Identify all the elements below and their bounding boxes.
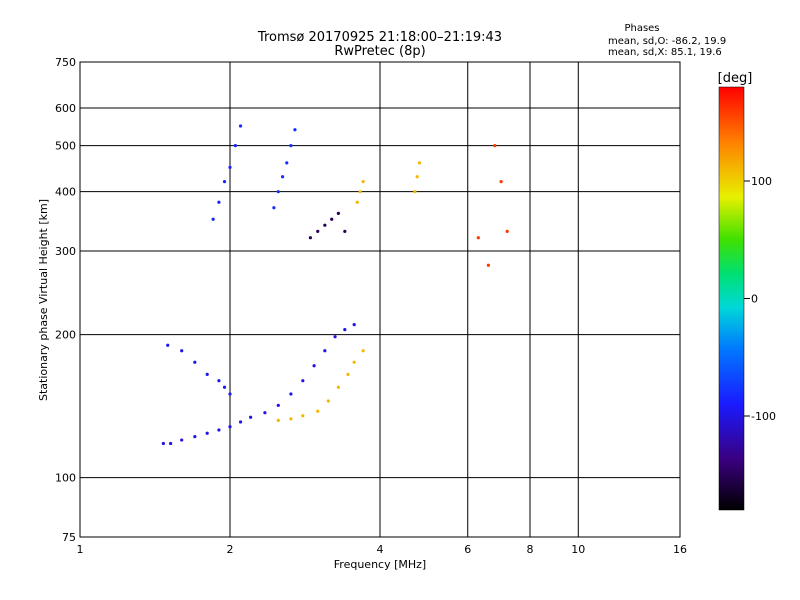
scatter-point <box>499 180 503 184</box>
phases-o-line: mean, sd,O: -86.2, 19.9 <box>608 36 726 47</box>
scatter-point <box>330 217 334 221</box>
colorbar-ticks: 100 0 -100 <box>744 175 776 423</box>
scatter-point <box>205 431 209 435</box>
y-tick-label: 75 <box>62 531 76 544</box>
scatter-point <box>312 364 316 368</box>
scatter-point <box>289 417 293 421</box>
scatter-point <box>358 190 362 194</box>
scatter-point <box>316 229 320 233</box>
scatter-point <box>417 161 422 165</box>
scatter-point <box>346 372 350 376</box>
x-tick-label: 10 <box>571 543 585 556</box>
scatter-point <box>293 128 297 132</box>
scatter-point <box>505 229 509 233</box>
scatter-point <box>228 425 232 429</box>
scatter-point <box>316 409 320 413</box>
scatter-point <box>352 322 356 327</box>
scatter-point <box>413 190 417 194</box>
scatter-point <box>228 165 232 169</box>
scatter-point <box>355 200 359 204</box>
scatter-point <box>289 392 293 396</box>
scatter-point <box>343 327 347 332</box>
scatter-points <box>161 124 509 446</box>
scatter-point <box>276 418 280 422</box>
x-axis-label: Frequency [MHz] <box>334 558 426 571</box>
scatter-point <box>217 200 221 204</box>
scatter-point <box>249 415 253 419</box>
scatter-point <box>415 175 419 179</box>
x-tick-label: 8 <box>527 543 534 556</box>
scatter-point <box>280 175 285 179</box>
plot-frame <box>79 61 681 538</box>
scatter-point <box>166 343 170 347</box>
scatter-point <box>361 349 365 353</box>
scatter-point <box>211 217 215 221</box>
scatter-point <box>486 263 490 267</box>
scatter-point <box>263 411 267 415</box>
scatter-point <box>217 428 221 432</box>
scatter-point <box>205 372 209 376</box>
scatter-point <box>323 349 327 353</box>
x-tick-label: 4 <box>377 543 384 556</box>
x-tick-label: 6 <box>464 543 471 556</box>
y-tick-label: 600 <box>55 102 76 115</box>
scatter-point <box>336 385 340 389</box>
y-tick-label: 400 <box>55 186 76 199</box>
scatter-point <box>361 180 365 184</box>
scatter-point <box>193 435 197 439</box>
scatter-point <box>222 385 227 389</box>
phases-heading: Phases <box>624 23 659 34</box>
x-tick-label: 16 <box>673 543 687 556</box>
scatter-point <box>222 180 227 184</box>
scatter-point <box>169 441 173 446</box>
scatter-point <box>289 144 293 148</box>
scatter-point <box>301 414 305 418</box>
phases-x-line: mean, sd,X: 85.1, 19.6 <box>608 47 722 58</box>
y-tick-label: 750 <box>55 56 76 69</box>
scatter-point <box>493 144 497 148</box>
scatter-point <box>323 223 327 227</box>
plot-grid <box>80 62 680 537</box>
y-tick-label: 100 <box>55 472 76 485</box>
colorbar <box>718 86 745 511</box>
scatter-point <box>352 360 356 364</box>
colorbar-label: [deg] <box>718 71 753 86</box>
scatter-point <box>193 360 197 364</box>
scatter-point <box>336 211 340 216</box>
chart-subtitle: RwPretec (8p) <box>334 44 425 59</box>
y-tick-label: 200 <box>55 329 76 342</box>
y-tick-label: 300 <box>55 245 76 258</box>
scatter-point <box>180 438 184 442</box>
scatter-point <box>238 420 243 424</box>
scatter-point <box>301 379 305 383</box>
scatter-point <box>272 206 276 210</box>
scatter-point <box>276 403 280 407</box>
x-tick-labels: 1 2 4 6 8 10 16 <box>77 543 688 556</box>
scatter-point <box>228 392 232 396</box>
scatter-point <box>161 441 165 446</box>
scatter-point <box>333 335 337 339</box>
scatter-point <box>343 229 347 233</box>
y-axis-label: Stationary phase Virtual Height [km] <box>37 199 50 401</box>
scatter-point <box>217 379 221 383</box>
scatter-point <box>326 399 330 403</box>
colorbar-tick-label: 0 <box>751 293 758 306</box>
y-tick-label: 500 <box>55 140 76 153</box>
x-tick-label: 1 <box>77 543 84 556</box>
scatter-point <box>285 161 289 165</box>
scatter-point <box>180 349 184 353</box>
chart-title: Tromsø 20170925 21:18:00–21:19:43 <box>257 30 502 45</box>
colorbar-tick-label: -100 <box>751 410 776 423</box>
scatter-point <box>308 236 313 240</box>
scatter-point <box>238 124 243 128</box>
x-tick-label: 2 <box>227 543 234 556</box>
colorbar-tick-label: 100 <box>751 175 772 188</box>
scatter-point <box>276 190 280 194</box>
scatter-point <box>476 236 480 240</box>
y-tick-labels: 75 100 200 300 400 500 600 750 <box>55 56 76 544</box>
scatter-point <box>233 144 237 148</box>
